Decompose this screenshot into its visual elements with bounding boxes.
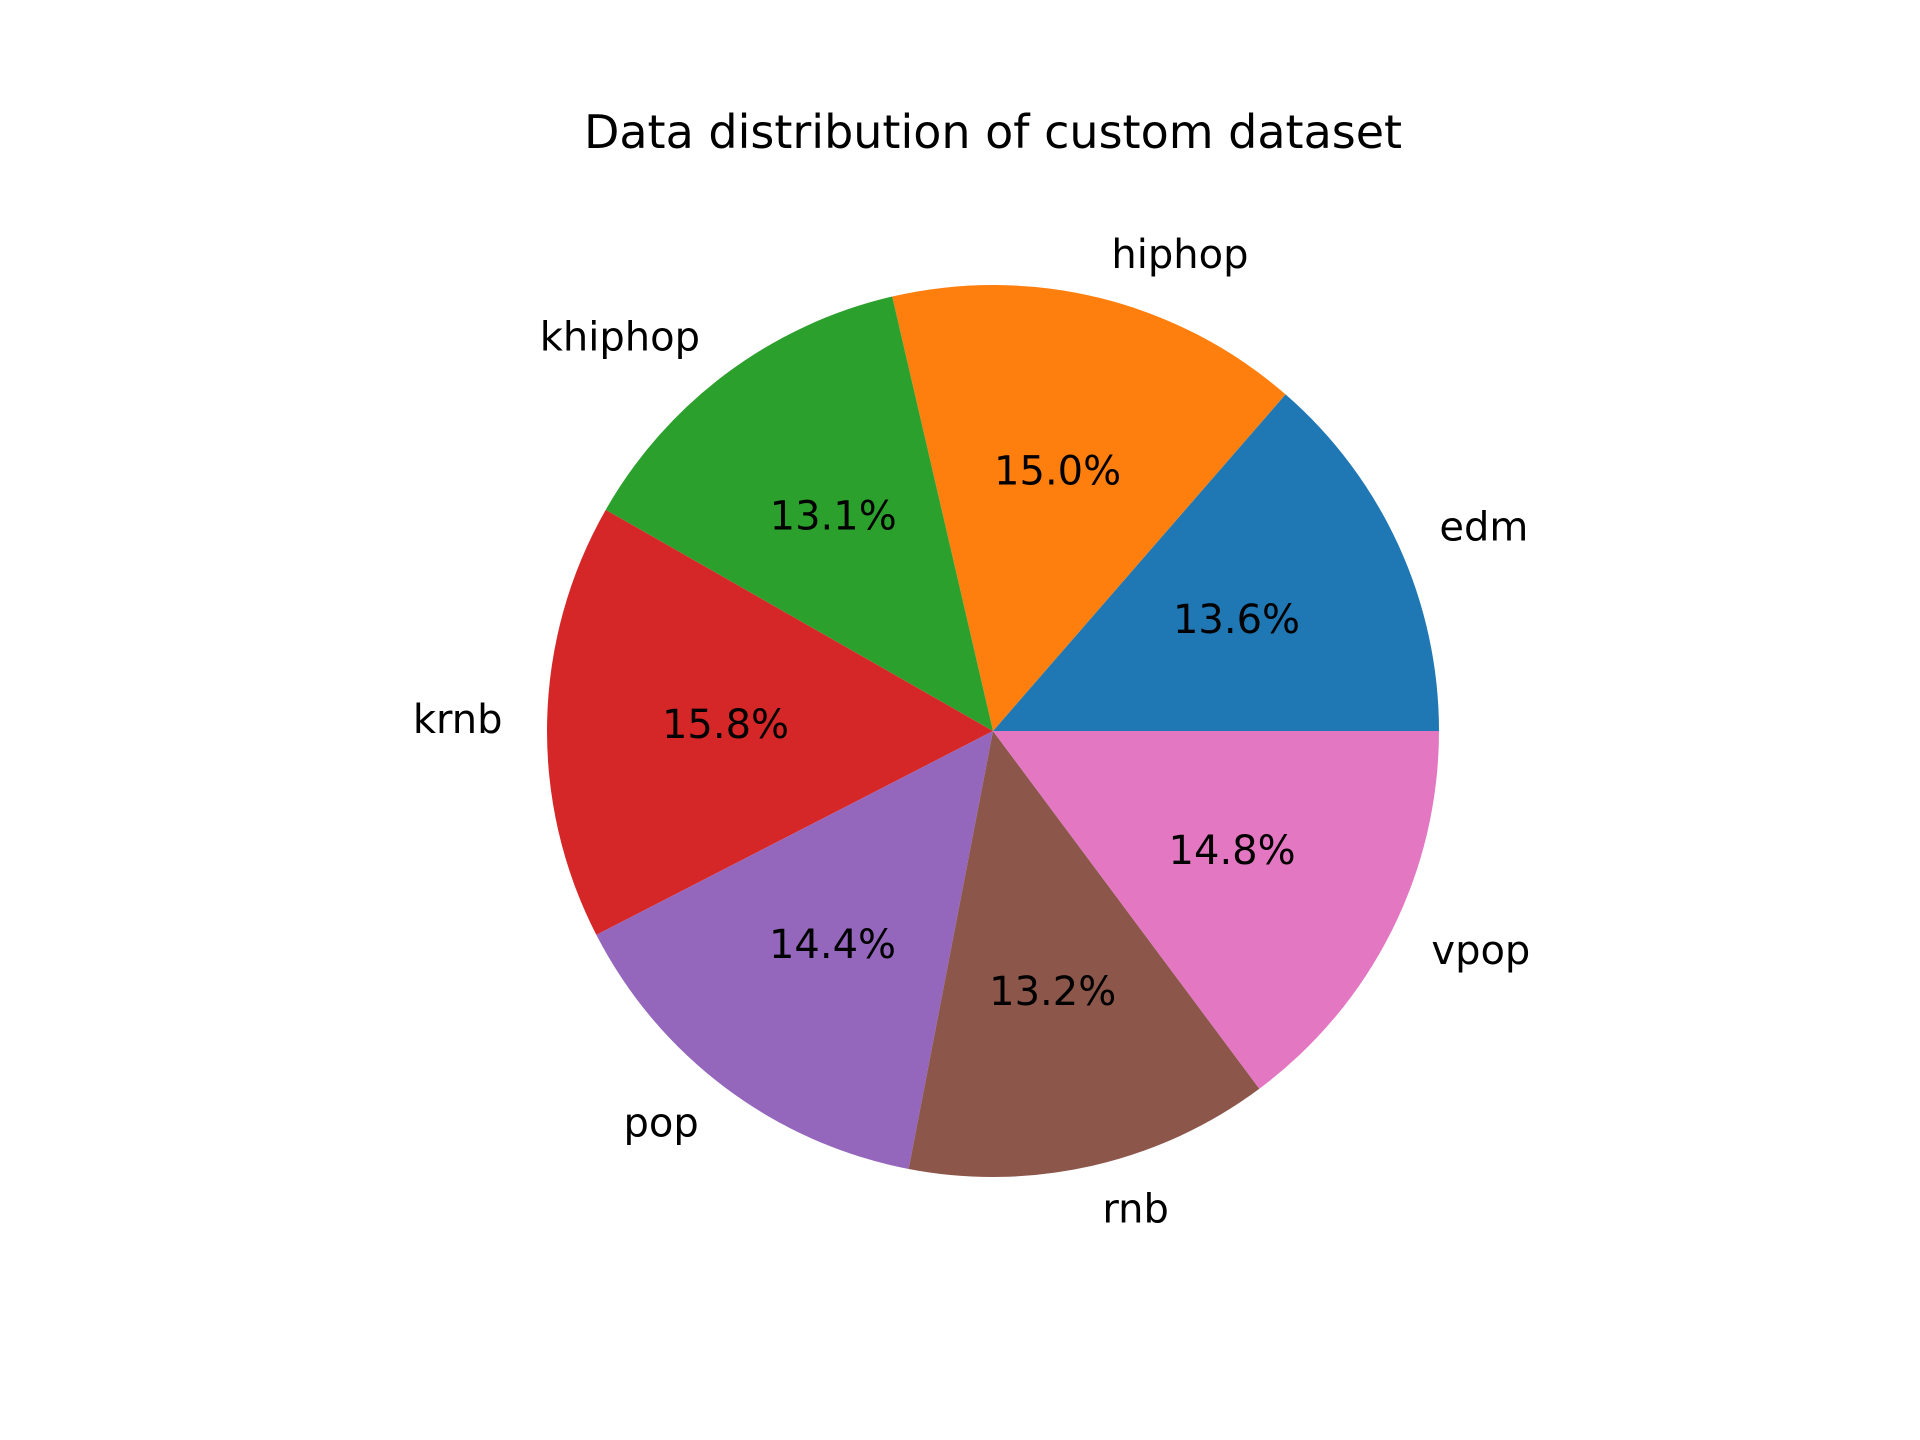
pie-slice-pop <box>596 731 993 1169</box>
chart-title: Data distribution of custom dataset <box>584 105 1402 159</box>
slice-label-edm: edm <box>1439 505 1528 551</box>
pct-label-khiphop: 13.1% <box>770 493 897 539</box>
slice-label-krnb: krnb <box>413 697 503 743</box>
pie-slice-vpop <box>993 731 1439 1089</box>
pct-label-rnb: 13.2% <box>989 969 1116 1015</box>
slice-label-hiphop: hiphop <box>1111 232 1248 278</box>
pie-slice-krnb <box>547 509 993 935</box>
pie-slices <box>547 284 1439 1177</box>
pie-slice-hiphop <box>892 284 1286 731</box>
slice-label-rnb: rnb <box>1102 1186 1168 1232</box>
pie-slice-khiphop <box>605 296 993 731</box>
slice-label-khiphop: khiphop <box>540 315 700 361</box>
pct-label-krnb: 15.8% <box>662 702 789 748</box>
pie-slice-edm <box>993 394 1439 731</box>
pct-label-edm: 13.6% <box>1173 597 1300 643</box>
pie-slice-rnb <box>908 731 1260 1177</box>
pct-label-pop: 14.4% <box>769 922 896 968</box>
pie-labels: edm 13.6% hiphop 15.0% khiphop 13.1% krnb 15.8%… <box>413 232 1530 1232</box>
pct-label-hiphop: 15.0% <box>994 448 1121 494</box>
slice-label-vpop: vpop <box>1431 928 1530 974</box>
slice-label-pop: pop <box>624 1101 699 1147</box>
pct-label-vpop: 14.8% <box>1169 828 1296 874</box>
